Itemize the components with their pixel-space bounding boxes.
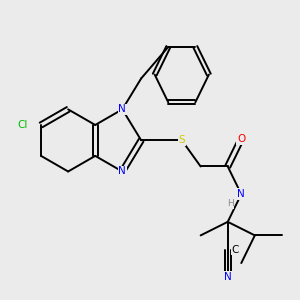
Text: N: N xyxy=(224,272,232,282)
Text: N: N xyxy=(118,104,126,114)
Text: O: O xyxy=(237,134,245,144)
Text: Cl: Cl xyxy=(18,120,28,130)
Text: N: N xyxy=(118,167,126,176)
Text: S: S xyxy=(178,135,185,145)
Text: N: N xyxy=(237,189,245,199)
Text: C: C xyxy=(231,244,239,254)
Text: H: H xyxy=(227,199,233,208)
